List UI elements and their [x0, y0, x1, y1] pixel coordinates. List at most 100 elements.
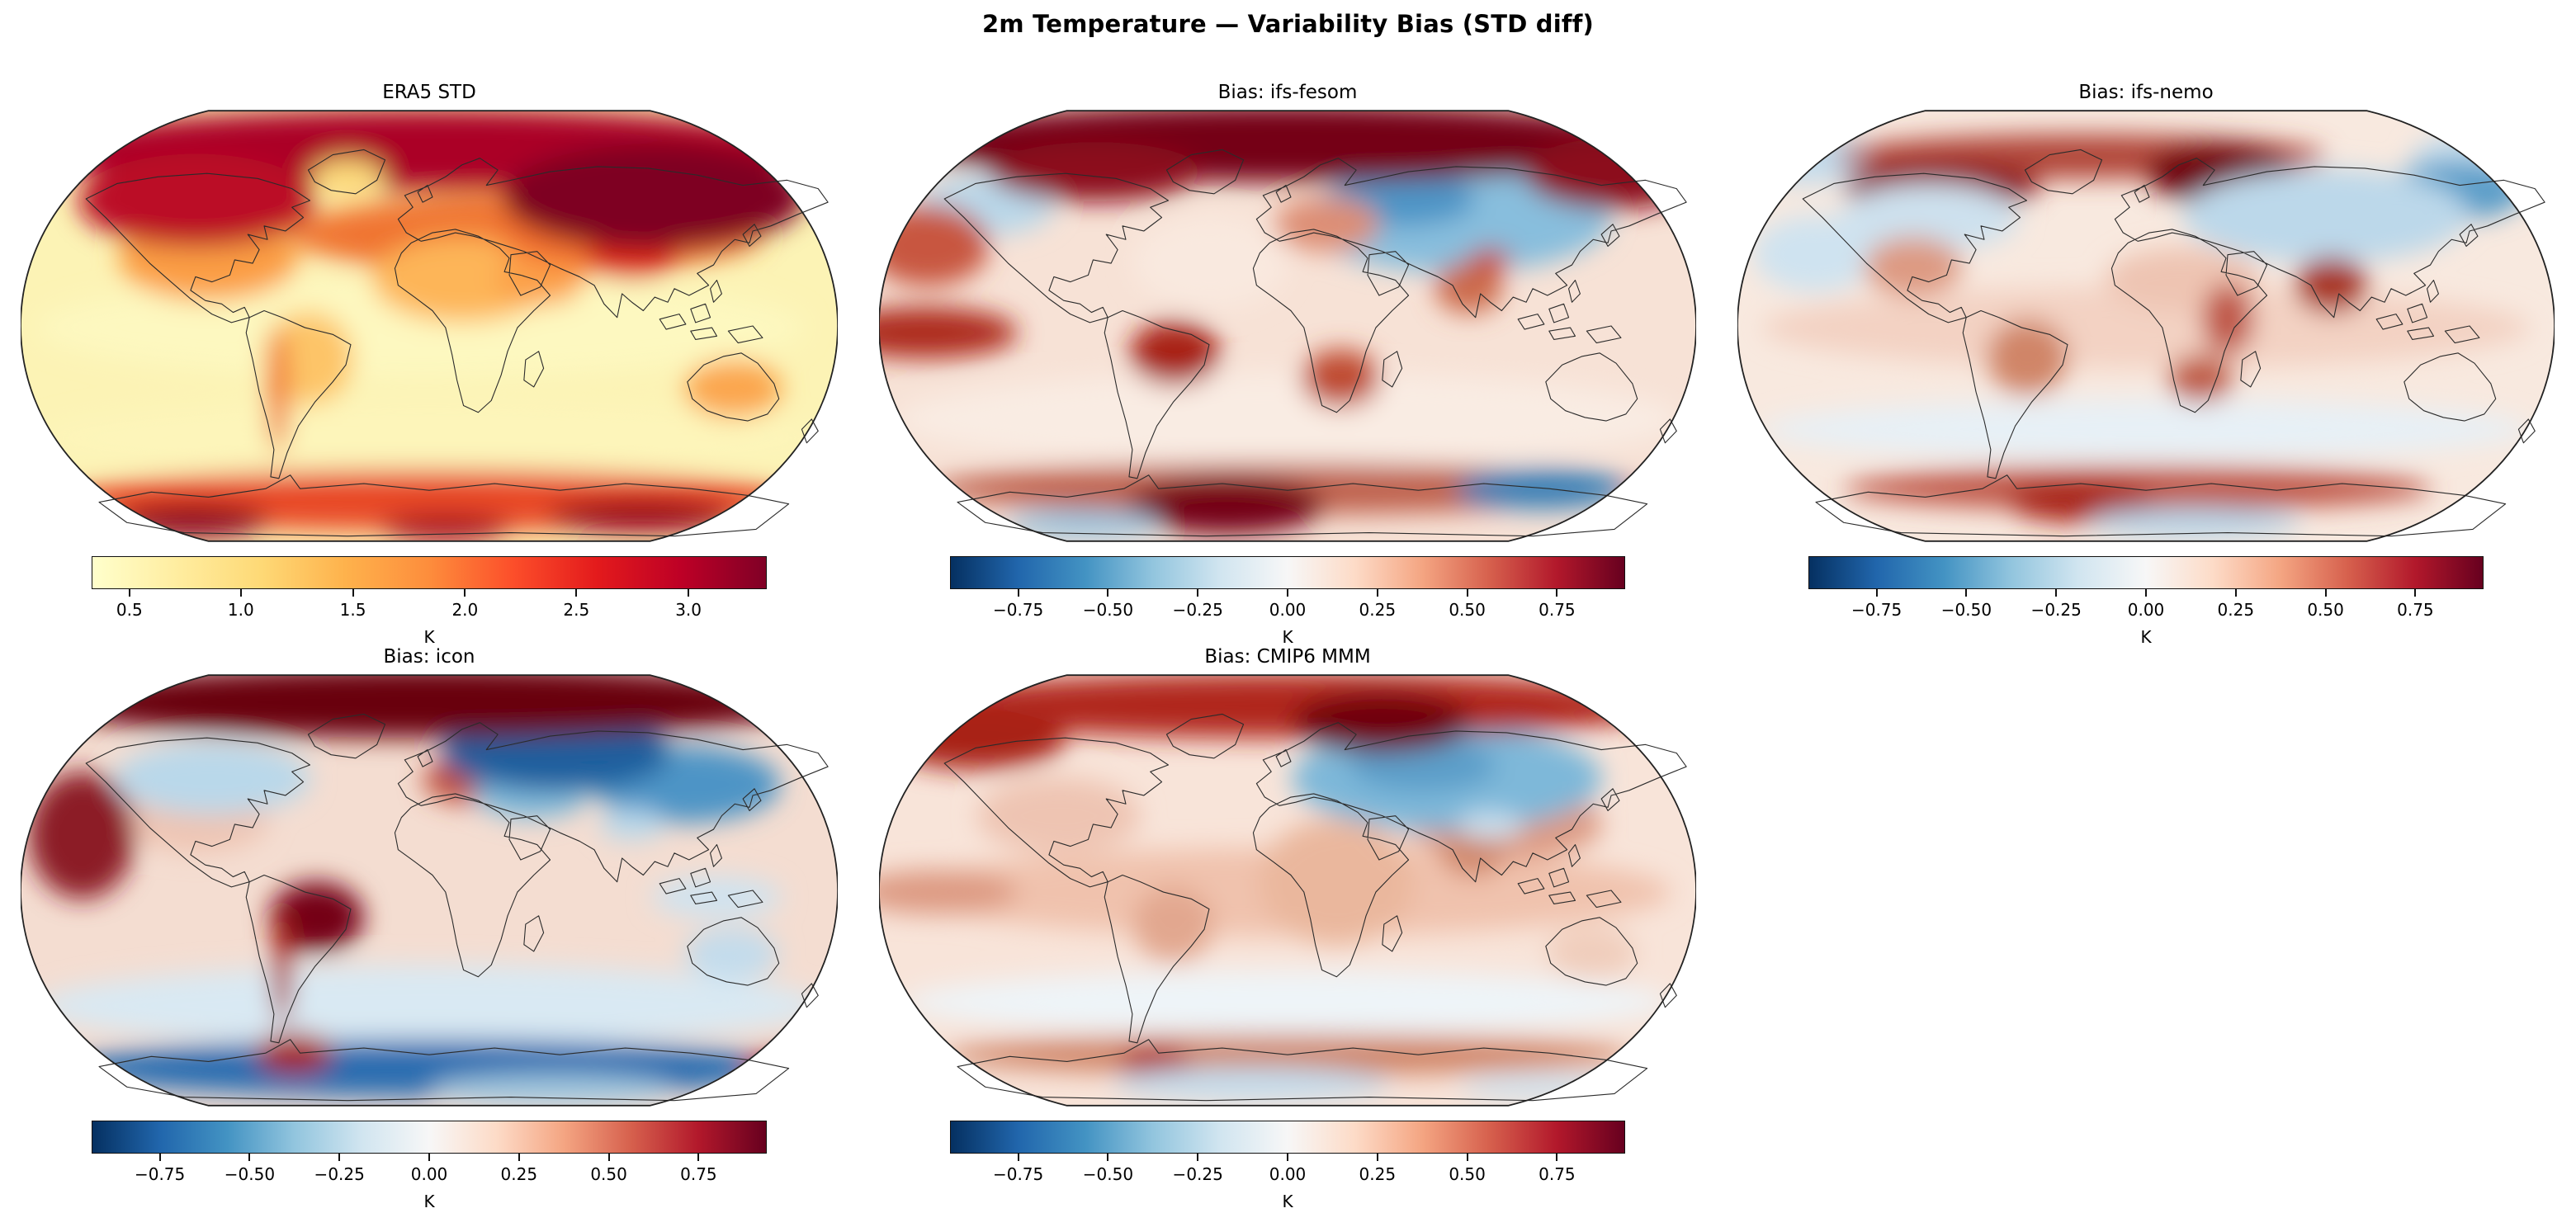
colorbar-tick — [1875, 589, 1878, 597]
coastlines — [943, 149, 1687, 537]
colorbar-gradient — [1808, 556, 2484, 589]
feature-samerica-pink — [1132, 885, 1214, 963]
feature-canada-dark — [78, 153, 315, 248]
colorbar-tick-label: 2.0 — [451, 600, 479, 620]
colorbar-unit-label: K — [1282, 1192, 1293, 1211]
panel-ifs-fesom: Bias: ifs-fesom −0.75 −0.50 −0.25 0.00 0.25 0… — [879, 76, 1696, 647]
colorbar-tick-label: 0.50 — [1449, 1164, 1486, 1184]
colorbar-tick-label: −0.50 — [1940, 600, 1992, 620]
colorbar-tick — [1017, 1154, 1019, 1161]
feature-sahara-orange — [371, 237, 552, 322]
feature-tibet-spot — [1468, 248, 1512, 271]
colorbar-tick — [1017, 589, 1019, 597]
feature-greenland-sea-dark — [1291, 692, 1472, 753]
feature-arctic-right — [1524, 138, 1696, 210]
feature-antarctic-dark-mid — [380, 513, 511, 541]
colorbar-tick — [1376, 589, 1378, 597]
colorbar-tick — [697, 1154, 700, 1161]
colorbar-tick-label: 0.75 — [680, 1164, 717, 1184]
world-map-era5-std — [21, 110, 838, 542]
feature-peninsula-red — [255, 1032, 334, 1074]
colorbar-tick-label: 0.50 — [590, 1164, 627, 1184]
panel-title: Bias: icon — [383, 645, 475, 668]
feature-siberia-blue — [2182, 169, 2470, 262]
feature-s-ocean-pale — [903, 970, 1672, 1035]
feature-europe-red — [1274, 196, 1380, 252]
world-map-ifs-fesom — [879, 110, 1696, 542]
colorbar-gradient — [92, 556, 767, 589]
panel-title: Bias: ifs-fesom — [1217, 81, 1358, 103]
feature-usa-red — [1864, 237, 1963, 297]
map-boundary — [21, 110, 838, 542]
feature-s-ocean-pale — [36, 399, 822, 476]
feature-tibet-mix — [1457, 812, 1524, 840]
colorbar-gradient — [92, 1121, 767, 1154]
feature-australia-orange — [683, 360, 782, 418]
feature-safrica-red — [1301, 349, 1380, 408]
colorbar-tick — [1197, 1154, 1199, 1161]
colorbar-tick — [352, 589, 354, 597]
feature-africa-pink — [1259, 818, 1415, 946]
colorbar-tick-label: 0.00 — [1269, 1164, 1307, 1184]
panel-icon: Bias: icon −0.75 −0.50 −0.25 0.00 0.25 0.50 0.… — [21, 640, 838, 1211]
colorbar-tick-label: 0.00 — [1269, 600, 1307, 620]
colorbar-gradient — [950, 1121, 1625, 1154]
feature-canada-blue — [114, 743, 311, 814]
colorbar-tick-label: 0.50 — [1449, 600, 1486, 620]
colorbar-unit-label: K — [423, 1192, 435, 1211]
feature-india-red — [2295, 257, 2369, 314]
colorbar-tick — [688, 589, 690, 597]
colorbar-tick-label: 0.75 — [2397, 600, 2434, 620]
feature-arabia-orange — [494, 253, 585, 305]
colorbar-tick — [338, 1154, 341, 1161]
map-field — [879, 111, 1696, 540]
colorbar-tick-label: −0.75 — [992, 1164, 1044, 1184]
feature-safrica-red — [2167, 354, 2233, 403]
map-boundary — [1737, 110, 2555, 542]
colorbar-tick — [1197, 589, 1199, 597]
world-map-icon — [21, 674, 838, 1107]
colorbar-tick — [239, 589, 242, 597]
panel-ifs-nemo: Bias: ifs-nemo −0.75 −0.50 −0.25 0.00 0.25 0.… — [1737, 76, 2555, 647]
colorbar-tick-label: 0.75 — [1539, 1164, 1576, 1184]
colorbar-tick-label: 0.5 — [116, 600, 143, 620]
feature-westant-blue — [1005, 508, 1161, 540]
colorbar-tick — [2414, 589, 2417, 597]
colorbar-tick-label: 0.25 — [2217, 600, 2255, 620]
colorbar-tick — [428, 1154, 430, 1161]
world-map-cmip6-mmm — [879, 674, 1696, 1107]
feature-arctic-left — [989, 142, 1203, 202]
colorbar-tick-label: 3.0 — [675, 600, 702, 620]
feature-siberia-dark — [503, 144, 806, 250]
colorbar-tick — [1965, 589, 1968, 597]
colorbar-tick-label: 0.00 — [2127, 600, 2165, 620]
colorbar-tick — [2324, 589, 2327, 597]
feature-andes-orange — [267, 326, 289, 454]
colorbar-tick-label: 0.50 — [2307, 600, 2344, 620]
colorbar-tick — [1107, 589, 1109, 597]
colorbar-tick — [2234, 589, 2237, 597]
colorbar-tick — [2145, 589, 2147, 597]
feature-amazon-dark — [268, 881, 364, 953]
colorbar: −0.75 −0.50 −0.25 0.00 0.25 0.50 0.75 K — [1808, 556, 2484, 647]
feature-india-red — [1435, 262, 1504, 314]
map-boundary — [879, 674, 1696, 1107]
feature-nam-pink — [976, 777, 1141, 854]
colorbar-tick — [1556, 1154, 1558, 1161]
map-boundary — [21, 674, 838, 1107]
colorbar-tick — [248, 1154, 251, 1161]
feature-arctic-band — [903, 675, 1672, 739]
colorbar-tick — [575, 589, 578, 597]
colorbar: −0.75 −0.50 −0.25 0.00 0.25 0.50 0.75 K — [950, 1121, 1625, 1211]
coastlines — [943, 713, 1687, 1102]
world-map-ifs-nemo — [1737, 110, 2555, 542]
colorbar-tick — [1466, 589, 1468, 597]
feature-s-ocean-blue — [36, 965, 822, 1046]
colorbar-tick — [1287, 589, 1288, 597]
coastlines — [85, 713, 829, 1102]
feature-antarctic-blue-ring — [61, 1039, 797, 1097]
colorbar-tick-label: 0.75 — [1539, 600, 1576, 620]
figure-title: 2m Temperature — Variability Bias (STD d… — [981, 10, 1594, 38]
colorbar-tick-label: −0.25 — [2030, 600, 2082, 620]
feature-eqpac-red — [879, 307, 1019, 359]
